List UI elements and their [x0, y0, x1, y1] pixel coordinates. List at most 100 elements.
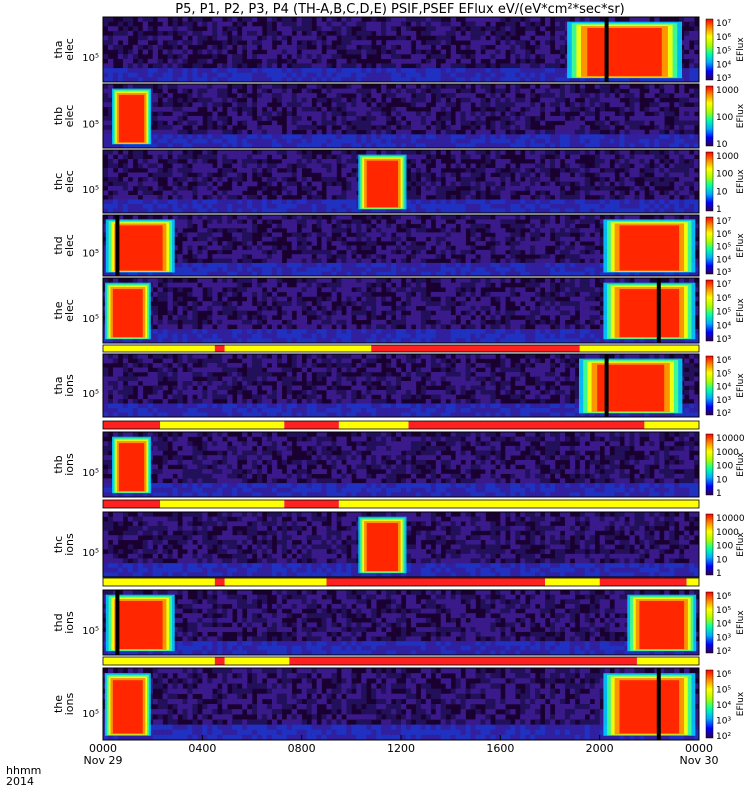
data-cell	[569, 143, 576, 149]
data-cell	[505, 186, 511, 191]
data-cell	[574, 258, 581, 264]
data-cell	[112, 150, 119, 155]
data-cell	[391, 228, 397, 233]
data-cell	[346, 159, 352, 164]
data-cell	[346, 236, 352, 242]
data-cell	[326, 254, 332, 259]
data-cell	[555, 134, 561, 140]
data-cell	[301, 208, 307, 214]
colorbar-unit-label: EFlux	[736, 169, 746, 194]
data-cell	[172, 125, 178, 130]
data-cell	[460, 116, 466, 121]
data-cell	[242, 68, 248, 73]
data-cell	[684, 93, 690, 98]
data-cell	[589, 186, 595, 191]
data-cell	[430, 262, 437, 268]
data-cell	[495, 262, 501, 268]
data-cell	[415, 254, 422, 259]
data-cell	[232, 54, 238, 59]
data-cell	[232, 30, 238, 36]
data-cell	[257, 154, 263, 160]
data-cell	[366, 245, 372, 251]
data-cell	[574, 199, 581, 205]
data-cell	[381, 223, 387, 229]
data-cell	[609, 204, 615, 209]
data-cell	[361, 88, 367, 94]
data-cell	[321, 88, 327, 94]
data-cell	[559, 134, 566, 140]
data-cell	[594, 168, 600, 173]
data-cell	[654, 138, 660, 144]
data-cell	[430, 26, 437, 32]
data-cell	[490, 208, 496, 214]
data-cell	[530, 219, 536, 225]
data-cell	[316, 215, 322, 220]
data-cell	[266, 40, 273, 46]
data-cell	[649, 186, 655, 191]
data-cell	[525, 68, 531, 73]
data-cell	[589, 204, 595, 209]
data-cell	[381, 143, 387, 149]
data-cell	[545, 172, 551, 178]
data-cell	[311, 168, 317, 173]
data-cell	[321, 116, 327, 121]
data-cell	[172, 267, 178, 272]
data-cell	[261, 195, 268, 200]
data-cell	[187, 93, 193, 98]
data-cell	[480, 186, 486, 191]
data-cell	[242, 215, 248, 220]
data-cell	[490, 177, 496, 182]
data-cell	[172, 111, 178, 117]
data-cell	[465, 116, 471, 121]
data-cell	[122, 271, 129, 277]
data-cell	[217, 116, 223, 121]
data-cell	[679, 208, 685, 214]
data-cell	[584, 254, 591, 259]
data-cell	[406, 116, 412, 121]
data-cell	[271, 245, 278, 251]
data-cell	[376, 21, 382, 27]
data-cell	[386, 138, 392, 144]
data-cell	[192, 17, 198, 22]
data-cell	[391, 138, 397, 144]
data-cell	[182, 199, 188, 205]
data-cell	[564, 143, 571, 149]
data-cell	[212, 26, 218, 32]
data-cell	[376, 111, 382, 117]
data-cell	[510, 58, 516, 64]
data-cell	[694, 232, 700, 238]
data-cell	[227, 150, 233, 155]
data-cell	[480, 120, 486, 126]
data-cell	[430, 30, 437, 36]
data-cell	[117, 181, 124, 187]
data-cell	[440, 204, 446, 209]
data-cell	[679, 143, 685, 149]
data-cell	[271, 249, 278, 255]
data-cell	[222, 199, 228, 205]
data-cell	[172, 190, 178, 196]
data-cell	[545, 219, 551, 225]
data-cell	[266, 138, 273, 144]
data-cell	[684, 150, 690, 155]
data-cell	[559, 223, 566, 229]
data-cell	[406, 150, 412, 155]
data-cell	[132, 44, 139, 50]
data-cell	[455, 159, 461, 164]
data-cell	[341, 154, 347, 160]
data-cell	[391, 44, 397, 50]
data-cell	[520, 245, 526, 251]
data-cell	[257, 168, 263, 173]
data-cell	[311, 199, 317, 205]
data-cell	[520, 134, 526, 140]
data-cell	[366, 88, 372, 94]
data-cell	[242, 204, 248, 209]
data-cell	[510, 68, 516, 73]
data-cell	[654, 190, 660, 196]
data-cell	[167, 30, 173, 36]
data-cell	[634, 17, 640, 22]
data-cell	[103, 271, 109, 277]
data-cell	[410, 267, 417, 272]
data-cell	[301, 219, 307, 225]
data-cell	[396, 84, 402, 89]
